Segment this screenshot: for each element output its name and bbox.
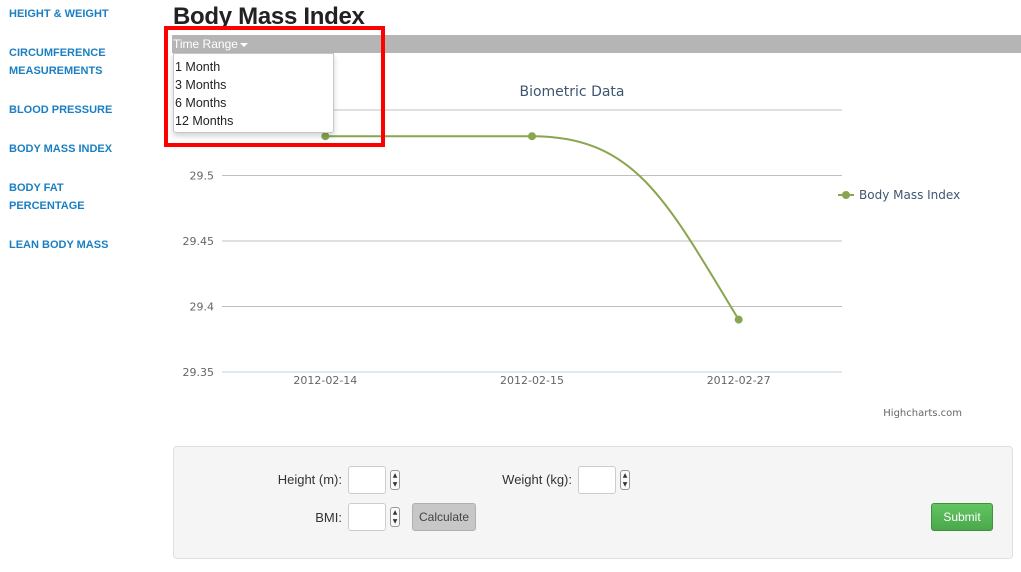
data-point[interactable]: [321, 132, 330, 141]
sidebar-item-label: LEAN BODY MASS: [9, 239, 109, 251]
x-tick-label: 2012-02-15: [500, 374, 564, 387]
weight-spinner-icon[interactable]: ▲ ▼: [620, 470, 630, 490]
sidebar-item-label: BODY MASS INDEX: [9, 143, 113, 155]
height-input[interactable]: [348, 466, 386, 494]
page-title: Body Mass Index: [173, 3, 365, 30]
y-tick-label: 29.4: [190, 301, 215, 314]
sidebar-item-body-fat[interactable]: BODY FAT PERCENTAGE: [9, 179, 149, 215]
bmi-input[interactable]: [348, 503, 386, 531]
time-range-dropdown-toggle[interactable]: Time Range: [173, 35, 248, 53]
sidebar-item-height-weight[interactable]: HEIGHT & WEIGHT: [9, 5, 149, 23]
chart-title: Biometric Data: [519, 84, 624, 100]
weight-input[interactable]: [578, 466, 616, 494]
x-tick-label: 2012-02-27: [707, 374, 771, 387]
legend-marker: [842, 191, 850, 199]
chart-credits[interactable]: Highcharts.com: [883, 408, 962, 419]
data-point[interactable]: [528, 132, 536, 141]
menu-item-3-months[interactable]: 3 Months: [175, 78, 227, 92]
height-label: Height (m):: [277, 472, 342, 487]
bmi-label: BMI:: [315, 510, 342, 525]
sidebar-item-label: BODY FAT: [9, 182, 64, 194]
y-tick-label: 29.35: [183, 366, 215, 379]
y-tick-label: 29.5: [190, 170, 215, 183]
x-tick-label: 2012-02-14: [293, 374, 357, 387]
toolbar: [172, 35, 1021, 53]
series-line: [325, 135, 740, 321]
bmi-spinner-icon[interactable]: ▲ ▼: [390, 507, 400, 527]
sidebar-item-label: PERCENTAGE: [9, 200, 85, 212]
data-point[interactable]: [734, 315, 743, 324]
time-range-menu: 1 Month 3 Months 6 Months 12 Months: [173, 53, 334, 133]
sidebar-item-bmi[interactable]: BODY MASS INDEX: [9, 140, 149, 158]
height-spinner-icon[interactable]: ▲ ▼: [390, 470, 400, 490]
caret-down-icon: [239, 42, 248, 47]
time-range-label: Time Range: [173, 37, 238, 51]
legend-item[interactable]: Body Mass Index: [859, 188, 960, 202]
sidebar-item-blood-pressure[interactable]: BLOOD PRESSURE: [9, 101, 149, 119]
menu-item-12-months[interactable]: 12 Months: [175, 114, 234, 128]
sidebar-item-circumference[interactable]: CIRCUMFERENCE MEASUREMENTS: [9, 44, 149, 80]
calculate-button[interactable]: Calculate: [412, 503, 476, 531]
sidebar-item-label: BLOOD PRESSURE: [9, 104, 113, 116]
bmi-form-panel: [173, 446, 1013, 559]
menu-item-6-months[interactable]: 6 Months: [175, 96, 227, 110]
submit-button[interactable]: Submit: [931, 503, 993, 531]
sidebar-item-label: MEASUREMENTS: [9, 65, 103, 77]
sidebar-item-label: CIRCUMFERENCE: [9, 47, 106, 59]
sidebar-item-lean-body-mass[interactable]: LEAN BODY MASS: [9, 236, 149, 254]
menu-item-1-month[interactable]: 1 Month: [175, 60, 221, 74]
sidebar-item-label: HEIGHT & WEIGHT: [9, 8, 109, 20]
weight-label: Weight (kg):: [502, 472, 572, 487]
y-tick-label: 29.45: [183, 235, 215, 248]
